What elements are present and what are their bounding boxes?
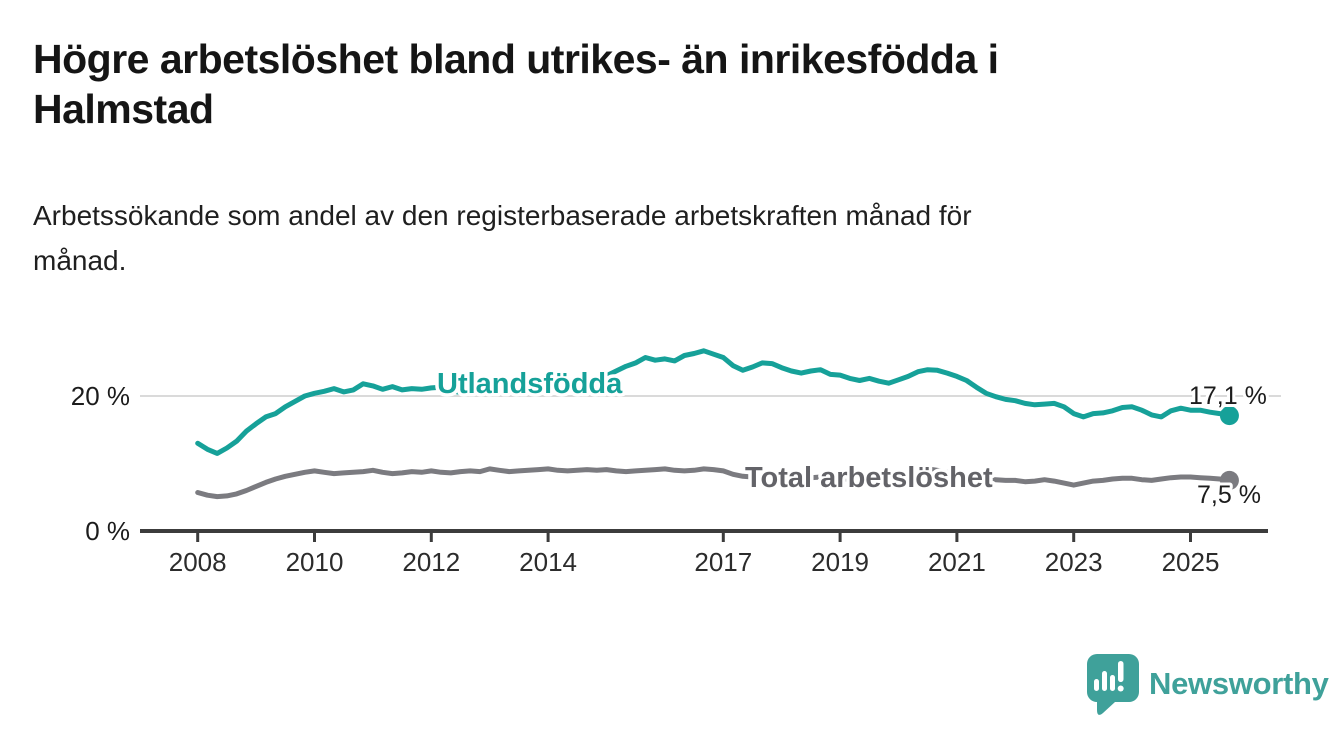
newsworthy-logo: Newsworthy [1084, 652, 1329, 716]
series-label-total: Total arbetslöshet [745, 462, 993, 494]
end-dot-utlandsfodda [1219, 406, 1239, 426]
x-axis-label-2008: 2008 [169, 547, 227, 577]
x-axis-label-2019: 2019 [811, 547, 869, 577]
x-axis-label-2012: 2012 [402, 547, 460, 577]
end-value-label-total: 7,5 % [1197, 481, 1261, 509]
x-axis-label-2025: 2025 [1162, 547, 1220, 577]
end-value-label-utlandsfodda: 17,1 % [1189, 382, 1267, 410]
bar-1 [1094, 679, 1099, 691]
end-dot-total [1219, 470, 1239, 490]
x-axis-label-2010: 2010 [286, 547, 344, 577]
bar-3 [1110, 675, 1115, 691]
series-line-total [195, 466, 1232, 500]
x-axis-label-2014: 2014 [519, 547, 577, 577]
exclamation-bar [1118, 661, 1124, 682]
x-axis-label-2023: 2023 [1045, 547, 1103, 577]
exclamation-dot [1117, 685, 1124, 692]
chart-title: Högre arbetslöshet bland utrikes- än inr… [33, 34, 1273, 134]
chart-title-line-1: Högre arbetslöshet bland utrikes- än inr… [33, 36, 999, 82]
newsworthy-logo-icon [1087, 654, 1139, 715]
chart-title-line-2: Halmstad [33, 86, 214, 133]
chart-subtitle-line-2: månad. [33, 244, 127, 276]
x-axis-label-2017: 2017 [694, 547, 752, 577]
series-label-utlandsfodda: Utlandsfödda [437, 368, 623, 400]
brand-name: Newsworthy [1149, 666, 1329, 701]
line-chart-svg: 20 % 0 % 2008 2010 2012 2014 2017 2019 2021 2023 2… [71, 348, 1281, 577]
x-axis-label-2021: 2021 [928, 547, 986, 577]
y-axis-label-0: 0 % [85, 516, 130, 546]
chart-subtitle-line-1: Arbetssökande som andel av den registerb… [33, 200, 972, 231]
series-line-utlandsfodda [195, 348, 1232, 456]
bar-2 [1102, 671, 1107, 691]
y-axis-label-20: 20 % [71, 381, 130, 411]
unemployment-line-chart: 20 % 0 % 2008 2010 2012 2014 2017 2019 2021 2023 2… [0, 330, 1340, 620]
chart-subtitle: Arbetssökande som andel av den registerb… [33, 194, 1273, 284]
